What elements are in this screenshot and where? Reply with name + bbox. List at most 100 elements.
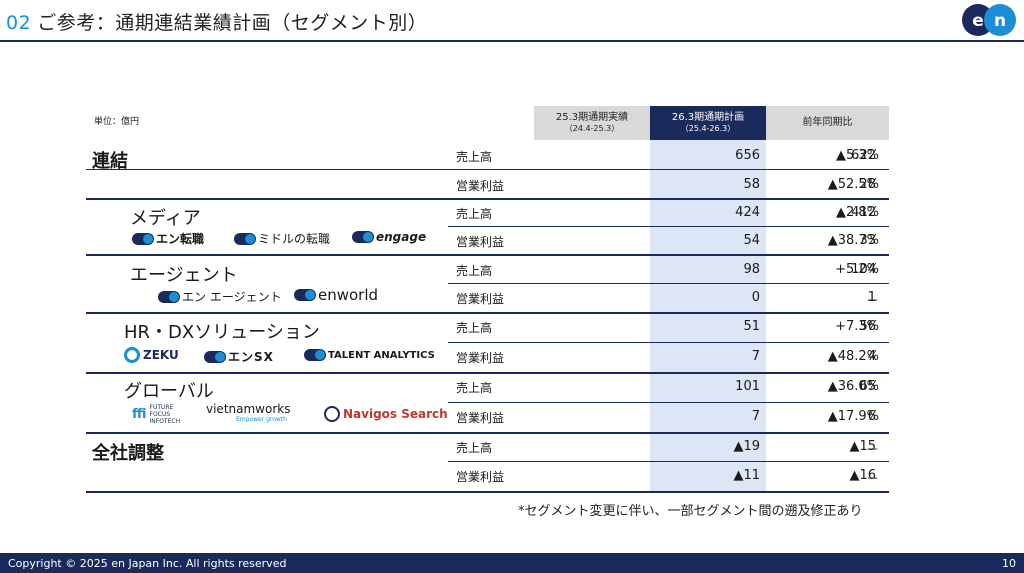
column-header-prev-period: （24.4-25.3）	[564, 124, 620, 133]
yoy-value: ▲38.7%	[827, 233, 879, 248]
table-row: 営業利益 7 4 ▲48.2%	[448, 343, 889, 372]
footnote: *セグメント変更に伴い、一部セグメント間の遡及修正あり	[518, 504, 863, 519]
segment-media: メディア	[130, 208, 201, 229]
plan-value: 65	[859, 379, 876, 394]
brand-en-sx: エンSX	[204, 348, 274, 365]
brand-en-tenshoku: エン転職	[132, 230, 204, 247]
brand-label: ミドルの転職	[258, 232, 331, 246]
table-row: 営業利益 58 28 ▲52.5%	[448, 171, 889, 200]
column-header-plan-period: （25.4-26.3）	[680, 124, 736, 133]
unit-label: 単位：億円	[94, 117, 140, 127]
prev-value: 7	[751, 349, 760, 364]
brand-label: engage	[376, 230, 427, 244]
brand-talent-analytics: TALENT ANALYTICS	[304, 349, 435, 361]
column-header-yoy: 前年同期比	[766, 106, 889, 140]
prev-value: ▲11	[733, 468, 760, 483]
metric-label: 営業利益	[456, 292, 505, 306]
yoy-value: －	[865, 472, 879, 487]
plan-value: 104	[851, 262, 876, 277]
table-row: 売上高 ▲19 ▲15 －	[448, 433, 889, 462]
divider-line	[86, 198, 889, 200]
yoy-value: －	[865, 294, 879, 309]
slide-title: 02 ご参考：通期連結業績計画（セグメント別）	[6, 8, 427, 35]
slide-header: 02 ご参考：通期連結業績計画（セグメント別） e n	[0, 0, 1024, 44]
brand-label: vietnamworks	[206, 402, 291, 416]
prev-value: ▲19	[733, 439, 760, 454]
plan-value: 1	[867, 290, 876, 305]
divider-line	[448, 283, 889, 284]
divider-line	[86, 432, 889, 434]
yoy-value: ▲36.0%	[827, 379, 879, 394]
slide-footer: Copyright © 2025 en Japan Inc. All right…	[0, 553, 1024, 573]
divider-line	[86, 169, 889, 170]
metric-label: 売上高	[456, 150, 493, 164]
brand-label: FUTURE FOCUS INFOTECH	[149, 404, 181, 425]
prev-value: 58	[743, 177, 760, 192]
zeku-icon	[124, 347, 140, 363]
plan-value: 412	[851, 205, 876, 220]
column-header-prev: 25.3期通期実績 （24.4-25.3）	[534, 106, 650, 140]
brand-ffi: ffi FUTURE FOCUS INFOTECH	[132, 404, 194, 425]
en-mark-icon	[352, 231, 374, 243]
table-row: 営業利益 54 33 ▲38.7%	[448, 227, 889, 256]
segment-consolidated: 連結	[92, 151, 128, 172]
brand-label: ZEKU	[143, 348, 179, 362]
table-row: 売上高 656 622 ▲5.3%	[448, 142, 889, 171]
segment-adjustment: 全社調整	[92, 443, 164, 464]
section-number: 02	[6, 12, 32, 34]
plan-value: 56	[859, 319, 876, 334]
metric-label: 売上高	[456, 321, 493, 335]
plan-value: ▲16	[849, 468, 876, 483]
en-mark-icon	[294, 289, 316, 301]
en-mark-icon	[234, 232, 256, 245]
prev-value: 98	[743, 262, 760, 277]
en-mark-icon	[304, 349, 326, 361]
en-mark-icon	[132, 232, 154, 245]
plan-value: 4	[867, 349, 876, 364]
yoy-value: +5.2%	[835, 262, 879, 277]
column-header-prev-label: 25.3期通期実績	[555, 112, 629, 123]
navigos-icon	[324, 406, 340, 422]
brand-enworld: enworld	[294, 286, 378, 304]
svg-text:e: e	[972, 11, 984, 31]
column-header-yoy-label: 前年同期比	[802, 117, 853, 128]
page-number: 10	[1002, 557, 1016, 570]
brand-label: エン エージェント	[182, 290, 282, 304]
divider-line	[86, 491, 889, 493]
brand-label: エン転職	[156, 232, 205, 246]
yoy-value: +7.3%	[835, 319, 879, 334]
table-row: 売上高 98 104 +5.2%	[448, 256, 889, 285]
divider-line	[448, 461, 889, 462]
yoy-value: ▲17.9%	[827, 409, 879, 424]
yoy-value: ▲52.5%	[827, 177, 879, 192]
svg-text:n: n	[994, 11, 1006, 31]
plan-value: 6	[867, 409, 876, 424]
table-row: 営業利益 7 6 ▲17.9%	[448, 403, 889, 432]
metric-label: 営業利益	[456, 470, 505, 484]
title-text: ご参考：通期連結業績計画（セグメント別）	[37, 12, 428, 34]
divider-line	[448, 402, 889, 403]
ffi-icon: ffi	[132, 407, 147, 422]
brand-label: TALENT ANALYTICS	[328, 349, 435, 361]
prev-value: 424	[735, 205, 760, 220]
column-header-plan: 26.3期通期計画 （25.4-26.3）	[650, 106, 766, 140]
metric-label: 売上高	[456, 264, 493, 278]
brand-label: エンSX	[228, 350, 274, 364]
segment-agent: エージェント	[130, 265, 238, 286]
plan-value: 28	[859, 177, 876, 192]
brand-engage: engage	[352, 230, 426, 244]
divider-line	[86, 312, 889, 314]
yoy-value: －	[865, 443, 879, 458]
brand-navigos: Navigos Search	[324, 406, 448, 422]
divider-line	[448, 342, 889, 343]
metric-label: 売上高	[456, 207, 493, 221]
segment-plan-table: 単位：億円 25.3期通期実績 （24.4-25.3） 26.3期通期計画 （2…	[86, 106, 889, 493]
metric-label: 営業利益	[456, 235, 505, 249]
metric-label: 営業利益	[456, 351, 505, 365]
plan-value: ▲15	[849, 439, 876, 454]
copyright: Copyright © 2025 en Japan Inc. All right…	[8, 557, 287, 570]
prev-value: 0	[751, 290, 760, 305]
prev-value: 54	[743, 233, 760, 248]
plan-value: 33	[859, 233, 876, 248]
metric-label: 営業利益	[456, 411, 505, 425]
